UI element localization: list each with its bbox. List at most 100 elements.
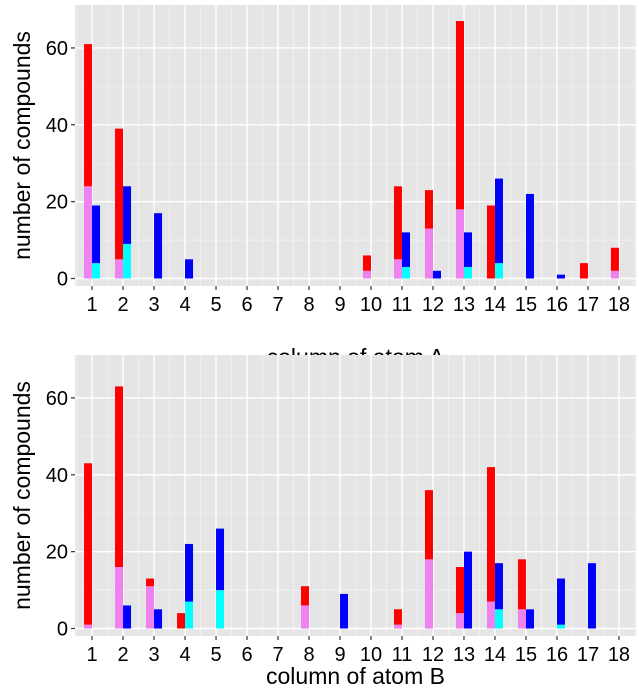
y-axis-ticks: 0 20 40 60 — [46, 388, 75, 641]
x-tick-label: 8 — [303, 294, 314, 316]
x-tick-label: 3 — [148, 294, 159, 316]
bar-segment-violet-col-14 — [486, 601, 495, 629]
x-tick-label: 18 — [608, 294, 630, 316]
x-tick-label: 6 — [241, 294, 252, 316]
bar-segment-red-col-1 — [84, 463, 93, 625]
bars — [84, 386, 596, 629]
bar-segment-blue-col-1 — [92, 205, 101, 264]
bar-segment-blue-col-3 — [154, 213, 163, 279]
x-tick-label: 2 — [117, 644, 128, 666]
bar-segment-blue-col-12 — [432, 270, 441, 279]
x-tick-label: 14 — [484, 294, 506, 316]
bar-segment-blue-col-14 — [494, 178, 503, 264]
bar-segment-violet-col-12 — [424, 228, 433, 279]
bar-segment-blue-col-5 — [216, 528, 225, 591]
x-tick-label: 18 — [608, 644, 630, 666]
bar-segment-violet-col-11 — [393, 259, 402, 279]
bar-segment-cyan-col-2 — [123, 243, 132, 279]
bar-segment-blue-col-16 — [556, 578, 565, 625]
y-axis-title: number of compounds — [9, 31, 35, 260]
bar-segment-violet-col-10 — [362, 270, 371, 279]
bar-segment-red-col-2 — [115, 128, 124, 260]
bar-segment-blue-col-15 — [525, 609, 534, 629]
bar-segment-red-col-4 — [177, 613, 186, 629]
x-tick-label: 13 — [453, 294, 475, 316]
bar-segment-blue-col-3 — [154, 609, 163, 629]
x-tick-label: 5 — [210, 294, 221, 316]
bar-segment-red-col-3 — [146, 578, 155, 587]
bar-segment-red-col-11 — [393, 186, 402, 260]
y-tick-label: 60 — [46, 38, 68, 60]
x-tick-label: 16 — [546, 644, 568, 666]
x-tick-label: 8 — [303, 644, 314, 666]
x-tick-label: 4 — [179, 644, 190, 666]
bar-segment-violet-col-18 — [610, 270, 619, 279]
bar-segment-red-col-2 — [115, 386, 124, 568]
bar-segment-red-col-17 — [579, 263, 588, 279]
bar-segment-violet-col-15 — [517, 609, 526, 629]
bar-segment-red-col-18 — [610, 247, 619, 271]
bar-segment-blue-col-15 — [525, 193, 534, 279]
bar-segment-blue-col-11 — [401, 232, 410, 267]
bar-segment-cyan-col-16 — [556, 624, 565, 629]
bar-segment-red-col-14 — [486, 205, 495, 279]
bar-segment-cyan-col-14 — [494, 263, 503, 279]
x-tick-label: 6 — [241, 644, 252, 666]
y-tick-label: 40 — [46, 115, 68, 137]
x-tick-label: 9 — [334, 294, 345, 316]
x-tick-label: 1 — [86, 294, 97, 316]
bar-segment-blue-col-4 — [185, 543, 194, 602]
x-tick-label: 15 — [515, 644, 537, 666]
bar-segment-blue-col-17 — [587, 563, 596, 629]
x-tick-label: 17 — [577, 644, 599, 666]
y-tick-label: 20 — [46, 542, 68, 564]
x-tick-label: 7 — [272, 294, 283, 316]
x-tick-label: 4 — [179, 294, 190, 316]
bar-segment-red-col-13 — [455, 567, 464, 614]
bar-segment-blue-col-13 — [463, 551, 472, 629]
x-tick-label: 1 — [86, 644, 97, 666]
bar-segment-violet-col-12 — [424, 559, 433, 629]
bar-segment-red-col-8 — [301, 586, 310, 606]
bar-segment-red-col-11 — [393, 609, 402, 625]
bar-segment-cyan-col-14 — [494, 609, 503, 629]
x-tick-label: 9 — [334, 644, 345, 666]
y-tick-label: 0 — [57, 269, 68, 291]
bar-segment-red-col-12 — [424, 490, 433, 560]
bar-segment-blue-col-13 — [463, 232, 472, 267]
bar-segment-red-col-10 — [362, 255, 371, 271]
bar-segment-blue-col-4 — [185, 259, 194, 279]
bar-segment-violet-col-2 — [115, 259, 124, 279]
x-tick-label: 16 — [546, 294, 568, 316]
x-tick-label: 12 — [422, 294, 444, 316]
x-tick-label: 12 — [422, 644, 444, 666]
x-tick-label: 2 — [117, 294, 128, 316]
x-axis-ticks: 1 2 3 4 5 6 7 8 9 10 11 12 13 14 15 16 17 18 — [86, 636, 630, 666]
bar-segment-blue-col-14 — [494, 563, 503, 610]
bar-segment-violet-col-11 — [393, 624, 402, 629]
bar-segment-red-col-13 — [455, 21, 464, 210]
bar-segment-blue-col-2 — [123, 186, 132, 244]
x-tick-label: 5 — [210, 644, 221, 666]
bar-segment-blue-col-16 — [556, 274, 565, 279]
x-tick-label: 7 — [272, 644, 283, 666]
bar-segment-violet-col-1 — [84, 624, 93, 629]
x-tick-label: 10 — [360, 644, 382, 666]
x-tick-label: 11 — [392, 294, 413, 316]
x-tick-label: 15 — [515, 294, 537, 316]
bar-segment-red-col-1 — [84, 44, 93, 187]
x-tick-label: 13 — [453, 644, 475, 666]
y-tick-label: 60 — [46, 388, 68, 410]
bar-segment-violet-col-3 — [146, 586, 155, 629]
bars — [84, 21, 619, 279]
bar-segment-violet-col-1 — [84, 186, 93, 279]
y-tick-label: 20 — [46, 192, 68, 214]
x-tick-label: 10 — [360, 294, 382, 316]
bar-segment-red-col-12 — [424, 190, 433, 229]
bar-segment-blue-col-9 — [340, 593, 349, 629]
bar-segment-violet-col-13 — [455, 209, 464, 279]
bar-segment-red-col-15 — [517, 559, 526, 610]
